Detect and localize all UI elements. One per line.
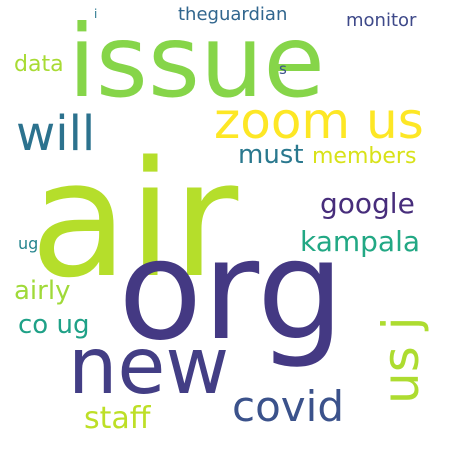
word-new: new	[68, 322, 230, 412]
word-i-dot-top: i	[94, 7, 98, 21]
word-theguardian: theguardian	[178, 4, 288, 25]
word-monitor: monitor	[346, 10, 417, 31]
word-co-ug: co ug	[18, 310, 90, 340]
word-ug: ug	[18, 234, 39, 253]
word-must: must	[238, 140, 304, 170]
word-org: org	[118, 210, 345, 371]
word-airly: airly	[14, 276, 71, 306]
word-s: s	[279, 60, 287, 78]
word-staff: staff	[84, 401, 151, 436]
word-covid: covid	[232, 382, 344, 431]
word-air: air	[30, 126, 239, 313]
word-issue: issue	[68, 3, 325, 120]
word-zoom-us: zoom us	[214, 92, 424, 150]
word-kampala: kampala	[300, 225, 421, 258]
word-google: google	[320, 187, 415, 220]
word-us-j: us j	[372, 316, 430, 404]
word-members: members	[312, 144, 417, 169]
word-data: data	[14, 52, 64, 77]
word-will: will	[16, 106, 96, 162]
